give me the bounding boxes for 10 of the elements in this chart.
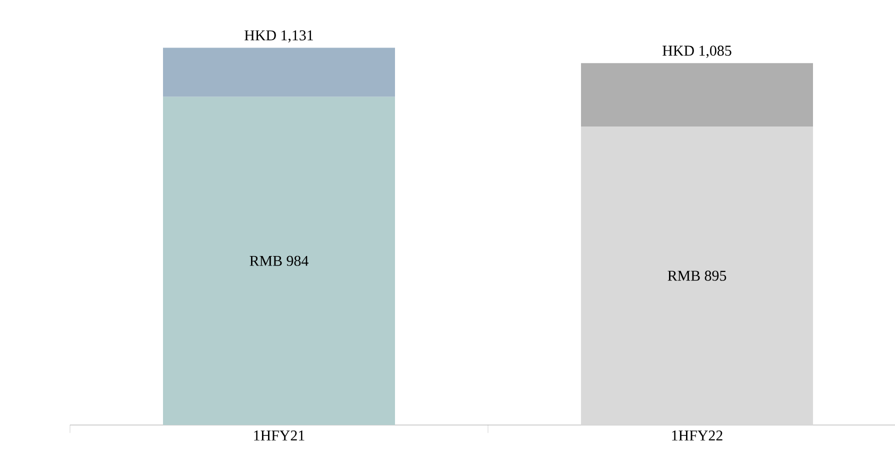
bar bbox=[163, 96, 395, 425]
x-tick-label: 1HFY21 bbox=[254, 430, 304, 440]
data-label: RMB 984 bbox=[250, 256, 308, 266]
x-tick-label: 1HFY22 bbox=[672, 430, 722, 440]
bar bbox=[581, 126, 814, 425]
data-label: RMB 895 bbox=[668, 270, 726, 281]
total-label: HKD 1,085 bbox=[662, 46, 732, 58]
bar bbox=[163, 48, 395, 97]
total-label: HKD 1,131 bbox=[244, 30, 313, 43]
bar bbox=[581, 63, 814, 126]
